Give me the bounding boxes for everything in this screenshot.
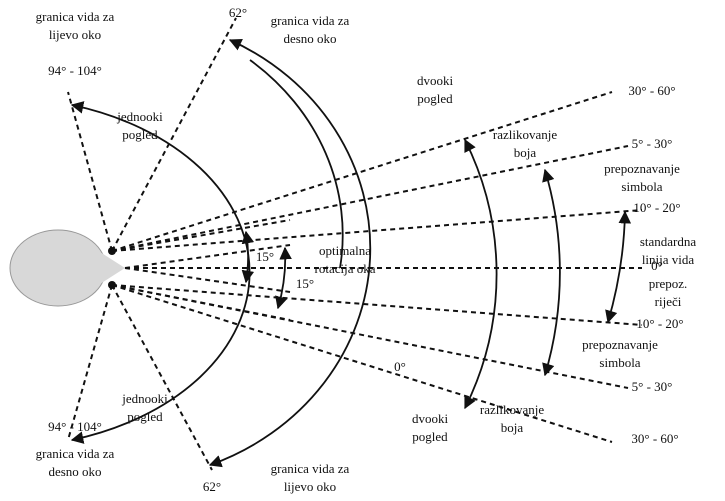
label: granica vida za: [36, 9, 115, 24]
label: boja: [514, 145, 537, 160]
label: pogled: [127, 409, 163, 424]
head: [9, 229, 125, 307]
label: 94° - 104°: [48, 419, 102, 434]
label: lijevo oko: [284, 479, 336, 494]
label: desno oko: [48, 464, 101, 479]
label: desno oko: [283, 31, 336, 46]
label: rotacija oka: [315, 261, 376, 276]
label: 94° - 104°: [48, 63, 102, 78]
label: 0°: [394, 359, 406, 374]
label: razlikovanje: [493, 127, 557, 142]
label: lijevo oko: [49, 27, 101, 42]
label: 62°: [229, 5, 247, 20]
labels: granica vida za lijevo oko 94° - 104° 62° gr…: [36, 5, 697, 494]
label: dvooki: [412, 411, 449, 426]
label: jednooki: [121, 391, 168, 406]
label: 5° - 30°: [632, 379, 673, 394]
label: 30° - 60°: [628, 83, 675, 98]
label: 10° - 20°: [633, 200, 680, 215]
label: 30° - 60°: [631, 431, 678, 446]
arcs: [70, 38, 632, 468]
label: standardna: [640, 234, 697, 249]
label: riječi: [655, 294, 682, 309]
label: granica vida za: [271, 461, 350, 476]
label: simbola: [599, 355, 640, 370]
label: razlikovanje: [480, 402, 544, 417]
label: prepoznavanje: [582, 337, 658, 352]
label: prepoz.: [649, 276, 688, 291]
label: granica vida za: [36, 446, 115, 461]
label: granica vida za: [271, 13, 350, 28]
label: 5° - 30°: [632, 136, 673, 151]
label: 62°: [203, 479, 221, 494]
label: prepoznavanje: [604, 161, 680, 176]
label: pogled: [417, 91, 453, 106]
label: boja: [501, 420, 524, 435]
label: pogled: [122, 127, 158, 142]
label: 0°: [651, 258, 663, 273]
label: pogled: [412, 429, 448, 444]
label: simbola: [621, 179, 662, 194]
label: optimalna: [319, 243, 371, 258]
label: 15°: [256, 249, 274, 264]
label: 15°: [296, 276, 314, 291]
label: jednooki: [116, 109, 163, 124]
label: 10° - 20°: [636, 316, 683, 331]
label: dvooki: [417, 73, 454, 88]
label: linija vida: [642, 252, 695, 267]
